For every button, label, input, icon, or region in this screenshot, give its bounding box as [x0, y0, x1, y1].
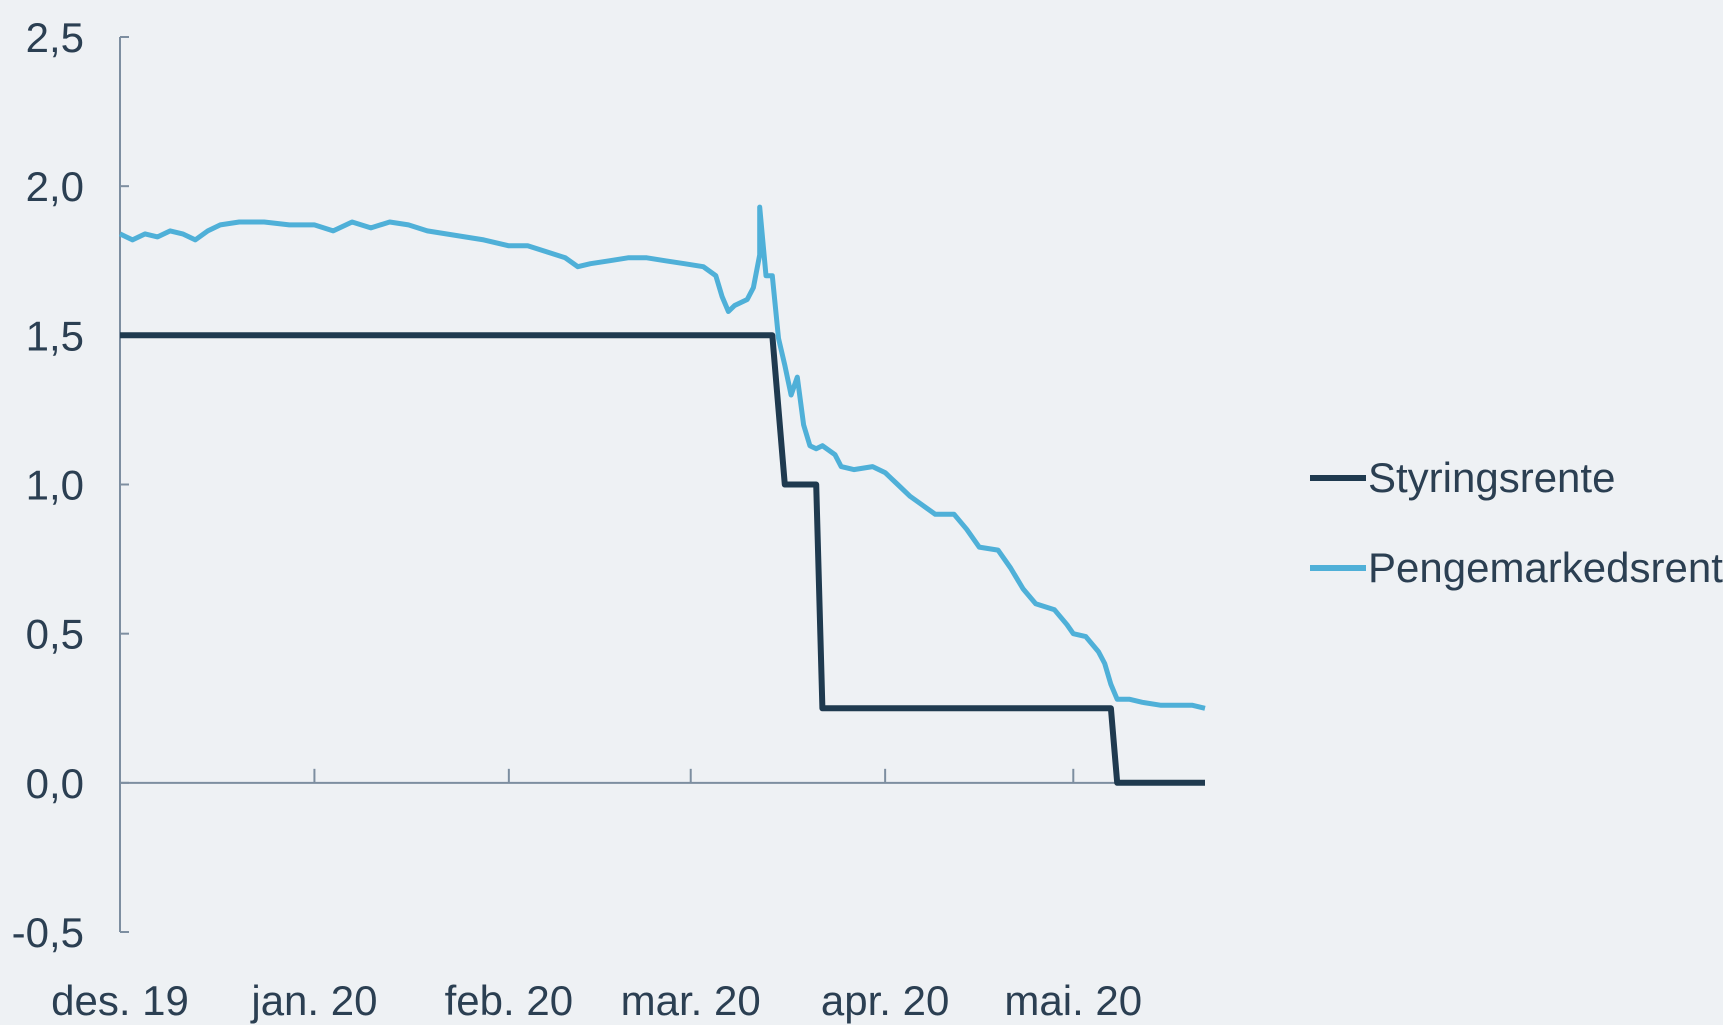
x-tick-label: apr. 20 [821, 977, 949, 1024]
series-line-styringsrente [120, 332, 1205, 786]
y-tick-label: 1,0 [26, 462, 84, 509]
x-tick-label: feb. 20 [445, 977, 573, 1024]
x-tick-label: mai. 20 [1004, 977, 1142, 1024]
y-tick-label: 2,0 [26, 163, 84, 210]
y-tick-label: 0,0 [26, 760, 84, 807]
y-tick-label: 0,5 [26, 611, 84, 658]
x-tick-label: jan. 20 [249, 977, 377, 1024]
legend-label: Pengemarkedsrente [1368, 544, 1723, 591]
series-layer [118, 204, 1206, 786]
y-axis: 2,5 2,0 1,5 1,0 0,5 0,0 -0,5 [12, 14, 129, 956]
x-tick-label: mar. 20 [621, 977, 761, 1024]
legend-label: Styringsrente [1368, 454, 1615, 501]
y-tick-label: -0,5 [12, 909, 84, 956]
y-tick-label: 2,5 [26, 14, 84, 61]
y-tick-label: 1,5 [26, 312, 84, 359]
x-tick-label: des. 19 [51, 977, 189, 1024]
series-line-pengemarkedsrente [118, 204, 1206, 711]
x-axis: des. 19 jan. 20 feb. 20 mar. 20 apr. 20 mai. … [51, 768, 1205, 1024]
legend: Styringsrente Pengemarkedsrente [1310, 454, 1723, 591]
